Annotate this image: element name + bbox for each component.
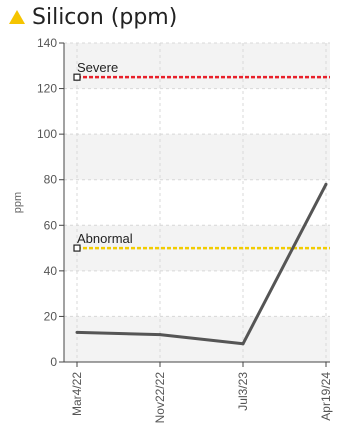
y-tick-label: 140 (37, 36, 57, 50)
series-line (76, 183, 328, 346)
chart-title: Silicon (ppm) (8, 2, 177, 32)
y-tick-label: 100 (37, 127, 57, 141)
y-tick-label: 120 (37, 82, 57, 96)
threshold-label-severe: Severe (77, 60, 118, 75)
y-tick-label: 60 (44, 218, 58, 232)
y-tick-label: 80 (44, 173, 58, 187)
threshold-marker-abnormal (73, 244, 81, 252)
threshold-label-abnormal: Abnormal (77, 231, 133, 246)
data-point (158, 333, 162, 337)
data-point (241, 342, 245, 346)
y-axis-label: ppm (12, 192, 24, 213)
data-point (324, 182, 328, 186)
data-point (75, 330, 79, 334)
x-tick-label: Jul3/23 (236, 372, 250, 411)
y-tick-label: 0 (50, 355, 57, 369)
x-tick-label: Nov22/22 (153, 372, 167, 424)
plot-band (64, 88, 330, 135)
warning-triangle-icon (9, 10, 25, 24)
y-tick-label: 40 (44, 264, 58, 278)
chart-title-text: Silicon (ppm) (32, 4, 178, 30)
plot-band (64, 270, 330, 317)
x-tick-label: Apr19/24 (319, 372, 333, 421)
y-tick-label: 20 (44, 309, 58, 323)
threshold-marker-severe (73, 73, 81, 81)
plot-band (64, 134, 330, 180)
plot-band (64, 179, 330, 226)
x-tick-label: Mar4/22 (70, 372, 84, 416)
plot-band (64, 43, 330, 89)
